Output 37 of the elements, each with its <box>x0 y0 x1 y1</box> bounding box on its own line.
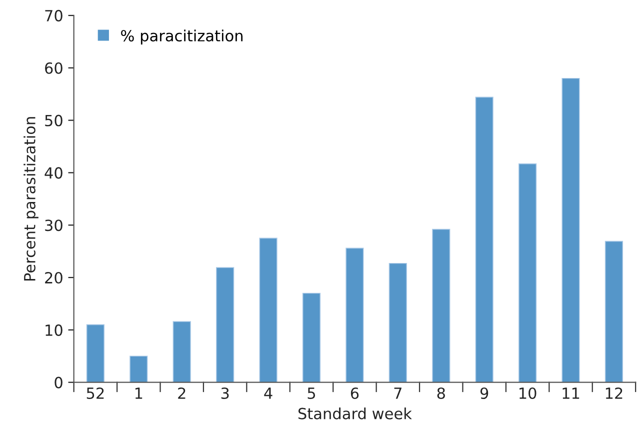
bar <box>388 262 407 382</box>
x-tick-label: 12 <box>606 387 622 399</box>
bar <box>562 78 580 382</box>
y-tick-label: 70 <box>45 10 62 22</box>
x-axis-title: Standard week <box>298 408 412 420</box>
bar <box>346 248 364 382</box>
x-tick-label: 1 <box>135 388 142 399</box>
bar <box>130 356 148 382</box>
x-tick-label: 2 <box>178 387 186 399</box>
x-tick-label: 8 <box>437 387 445 400</box>
bar <box>432 228 450 382</box>
y-tick-label: 10 <box>46 324 62 336</box>
bar <box>86 324 104 382</box>
bar <box>302 292 321 382</box>
bar <box>518 163 537 382</box>
x-tick-label: 5 <box>308 388 316 400</box>
x-tick-label: 9 <box>480 387 488 400</box>
bar <box>475 96 494 382</box>
x-tick-label: 4 <box>264 388 272 399</box>
x-tick-label: 11 <box>562 388 580 399</box>
x-tick-label: 6 <box>350 387 359 400</box>
y-tick-label: 50 <box>45 114 62 126</box>
x-tick-label: 10 <box>520 387 536 400</box>
y-tick-label: 60 <box>45 62 62 74</box>
bar <box>259 238 278 382</box>
y-tick-label: 40 <box>44 167 62 179</box>
y-axis-title: Percent parasitization <box>24 117 38 280</box>
bar <box>604 240 624 382</box>
x-tick-label: 3 <box>221 387 229 400</box>
bar <box>172 321 191 382</box>
legend-label: % paracitization <box>121 30 243 44</box>
y-tick-label: 20 <box>45 272 62 284</box>
x-tick-label: 52 <box>86 387 104 400</box>
x-tick-label: 7 <box>394 388 402 399</box>
y-tick-label: 0 <box>54 376 62 388</box>
bar <box>216 267 234 382</box>
y-tick-label: 30 <box>45 220 62 232</box>
